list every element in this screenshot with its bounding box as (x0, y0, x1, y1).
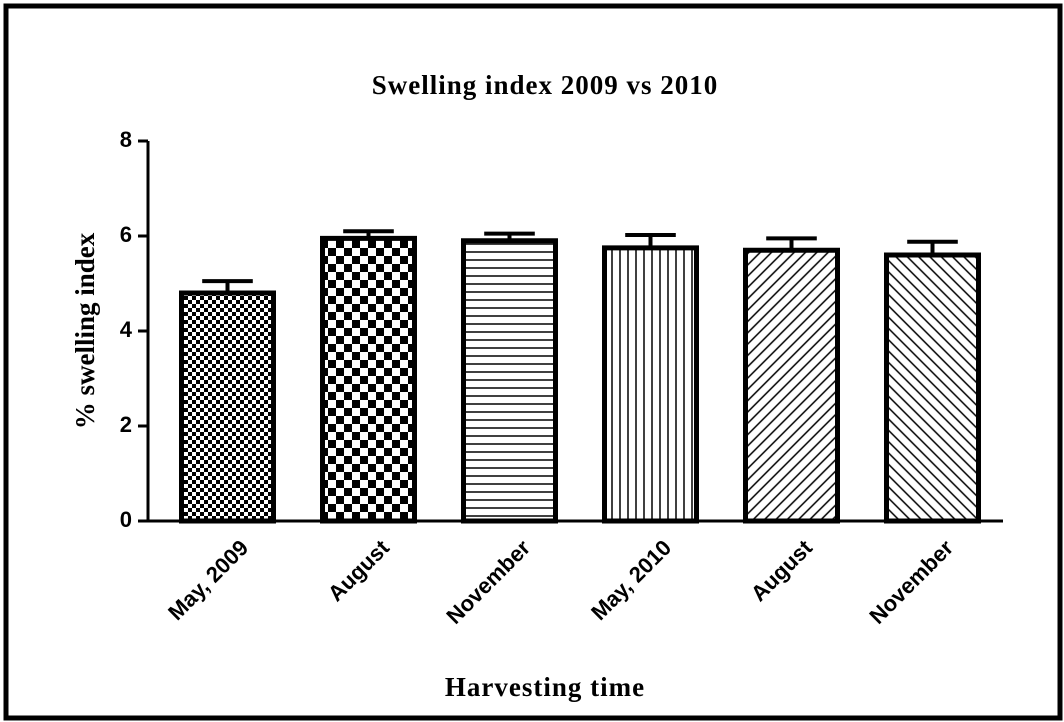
bar (320, 235, 417, 524)
bar (884, 252, 981, 524)
bar (602, 245, 699, 524)
x-axis-title: Harvesting time (445, 672, 645, 702)
frame (3, 3, 1063, 721)
x-tick-label: May, 2010 (586, 535, 676, 625)
bar (179, 290, 276, 524)
y-axis-title: % swelling index (70, 232, 100, 429)
x-tick-label: May, 2009 (163, 535, 253, 625)
bar (461, 238, 558, 524)
y-tick-label: 0 (120, 507, 132, 532)
x-tick-label: November (864, 535, 958, 629)
x-tick-label: November (441, 535, 535, 629)
chart-title: Swelling index 2009 vs 2010 (372, 70, 719, 100)
x-tick-label: August (746, 534, 818, 606)
bar (743, 247, 840, 524)
x-tick-label: August (323, 534, 395, 606)
y-tick-label: 6 (120, 222, 132, 247)
y-tick-label: 4 (120, 317, 133, 342)
y-tick-label: 2 (120, 412, 132, 437)
y-tick-label: 8 (120, 127, 132, 152)
